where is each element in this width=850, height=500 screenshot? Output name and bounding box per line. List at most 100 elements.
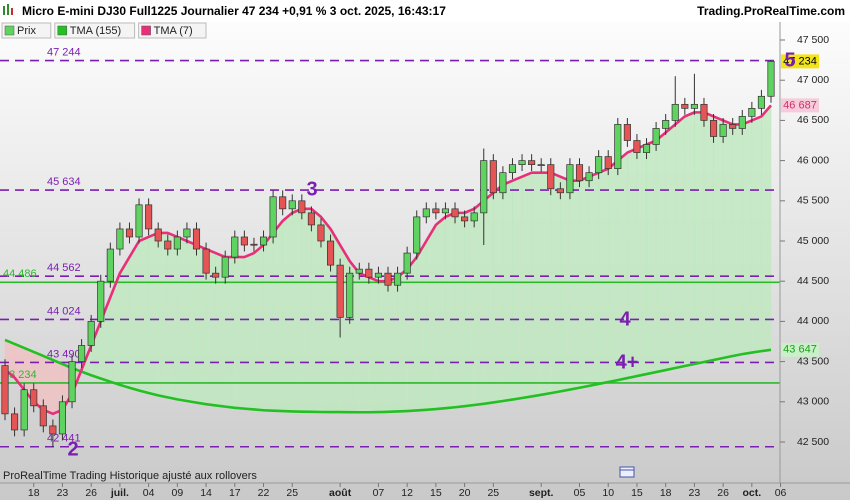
band-fill <box>368 276 379 413</box>
price-tag <box>781 54 819 69</box>
menu-icon[interactable] <box>3 4 13 15</box>
band-fill <box>607 159 619 383</box>
band-fill <box>674 115 686 369</box>
candle-body <box>671 103 679 121</box>
y-tick-label: 47 500 <box>797 34 829 46</box>
legend-swatch <box>57 25 68 36</box>
candle-body <box>154 228 162 242</box>
candle-body <box>87 321 95 346</box>
price-tag-label: 47 234 <box>783 55 817 67</box>
band-fill <box>291 208 303 412</box>
x-tick-label: 25 <box>286 487 298 499</box>
band-fill <box>569 180 580 390</box>
candle-body <box>173 236 181 250</box>
y-tick-label: 46 000 <box>797 154 829 166</box>
x-tick-label: 14 <box>200 487 212 499</box>
band-fill <box>617 151 628 381</box>
candle-body <box>269 196 277 238</box>
calendar-icon[interactable] <box>619 466 635 478</box>
candle-body <box>1 365 9 415</box>
candle-body <box>556 188 564 194</box>
x-tick-label: août <box>329 487 352 499</box>
band-fill <box>397 268 408 412</box>
candle-body <box>374 272 382 278</box>
level-label: 44 486 <box>3 268 37 280</box>
band-fill <box>502 180 513 402</box>
candle-body <box>240 236 248 246</box>
x-tick-label: 18 <box>660 487 672 499</box>
candle-body <box>595 156 603 174</box>
y-tick-label: 42 500 <box>797 436 829 448</box>
band-fill <box>282 212 293 412</box>
band-fill <box>425 223 437 411</box>
band-fill <box>387 276 398 413</box>
candle-body <box>403 252 411 274</box>
x-tick-label: oct. <box>743 487 762 499</box>
candle-body <box>192 228 201 250</box>
band-fill <box>445 212 456 409</box>
band-fill <box>636 144 647 377</box>
candle-body <box>690 103 698 109</box>
candle-body <box>307 212 315 226</box>
legend-item[interactable]: Prix <box>1 22 52 39</box>
legend-swatch <box>4 25 15 36</box>
candle-body <box>681 103 689 109</box>
band-fill <box>703 111 714 363</box>
price-tag <box>781 342 819 357</box>
header-bar <box>0 0 850 22</box>
x-tick-label: 23 <box>57 487 69 499</box>
candle-body <box>575 164 584 182</box>
source: Trading.ProRealTime.com <box>697 4 845 18</box>
x-tick-label: 18 <box>28 487 40 499</box>
candle-body <box>250 243 258 246</box>
band-fill <box>732 124 743 357</box>
candle-body <box>30 389 38 407</box>
line-series <box>4 338 772 414</box>
candle-body <box>78 345 86 362</box>
band-fill <box>473 200 485 406</box>
price-tag-label: 46 687 <box>783 99 817 111</box>
candle-body <box>212 272 220 278</box>
x-tick-label: 05 <box>574 487 586 499</box>
legend-item[interactable]: TMA (155) <box>54 22 136 39</box>
band-fill <box>464 208 475 407</box>
y-tick-label: 45 500 <box>797 195 829 207</box>
x-tick-label: 17 <box>229 487 241 499</box>
annotation: 5 <box>784 49 795 71</box>
band-fill <box>454 212 465 408</box>
band-fill <box>138 236 149 394</box>
candle-body <box>652 128 660 145</box>
band-fill <box>234 256 245 409</box>
y-tick-label: 43 500 <box>797 355 829 367</box>
band-fill <box>646 140 657 375</box>
band-fill <box>521 172 532 399</box>
legend-label: Prix <box>17 25 36 37</box>
candle-body <box>422 208 430 218</box>
candle-body <box>451 208 459 218</box>
candle-body <box>748 107 756 117</box>
legend: Prix TMA (155) TMA (7) <box>1 22 207 39</box>
band-fill <box>761 104 772 352</box>
legend-item[interactable]: TMA (7) <box>138 22 207 39</box>
candle-body <box>183 228 191 238</box>
candle-body <box>125 228 134 238</box>
band-fill <box>713 115 724 361</box>
candle-body <box>20 389 28 431</box>
x-tick-label: 25 <box>487 487 499 499</box>
candle-body <box>346 272 354 318</box>
level-label: 42 441 <box>47 433 81 445</box>
x-tick-label: 26 <box>717 487 729 499</box>
candle-body <box>11 413 19 431</box>
level-label: 47 244 <box>47 46 81 58</box>
candle-body <box>49 425 57 435</box>
band-fill <box>186 240 197 403</box>
chart-title: Micro E-mini DJ30 Full1225 Journalier 47… <box>22 4 446 18</box>
candle-body <box>432 208 440 214</box>
band-fill <box>224 256 236 409</box>
band-fill <box>129 239 140 391</box>
candle-body <box>662 120 670 129</box>
x-tick-label: 15 <box>430 487 442 499</box>
